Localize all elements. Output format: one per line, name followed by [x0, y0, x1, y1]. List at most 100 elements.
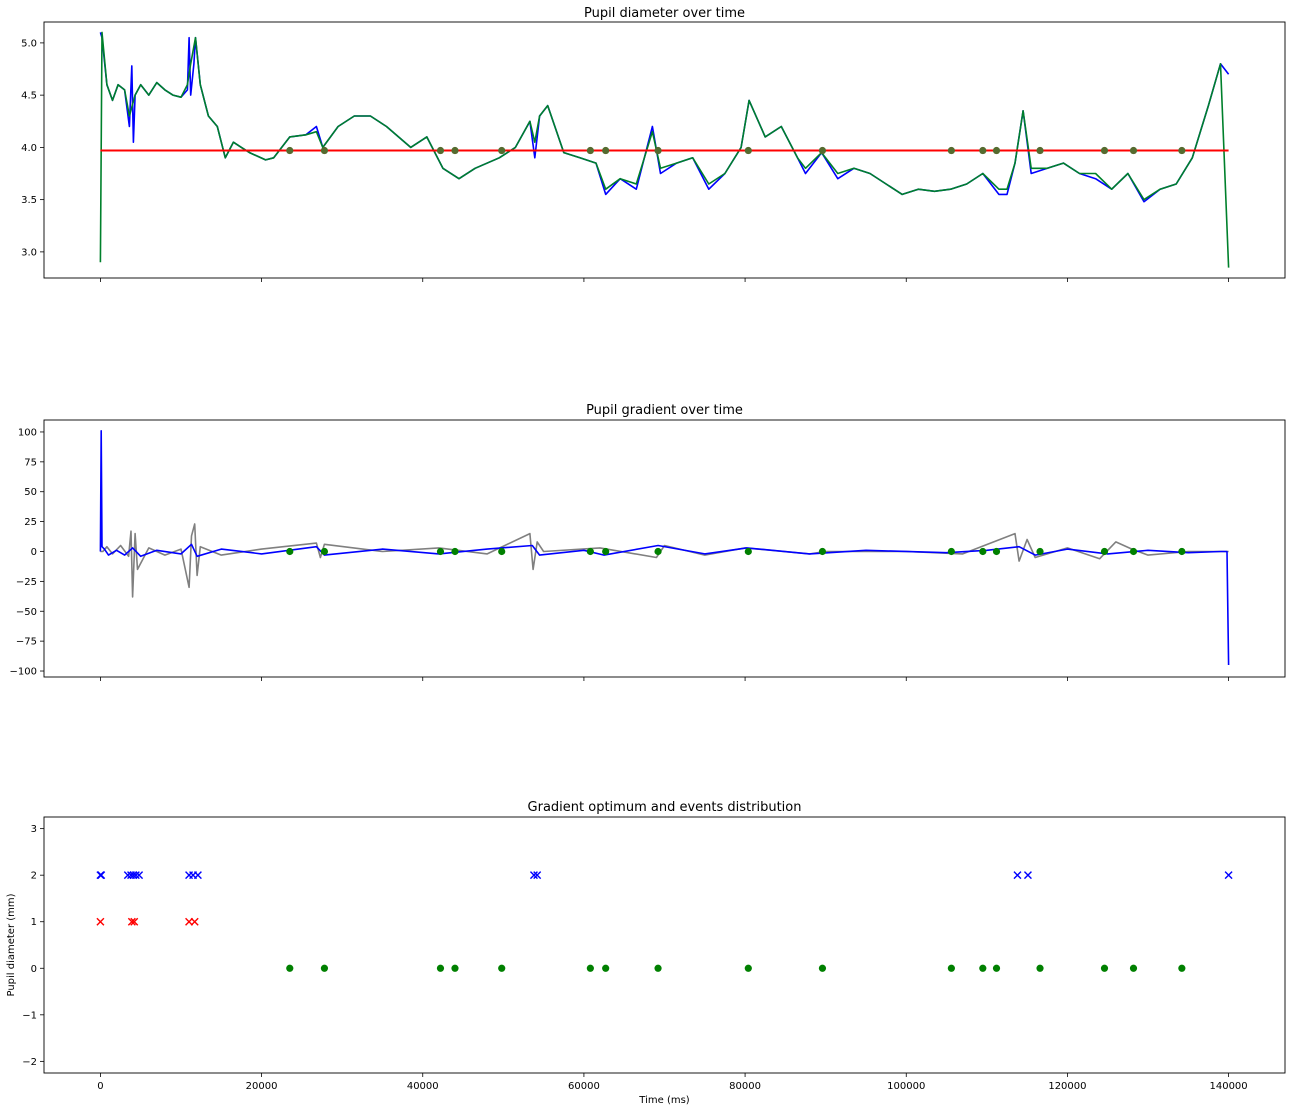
- x-marker-point: [1224, 871, 1233, 880]
- x-marker-point: [97, 871, 106, 880]
- panel-3-plot-area: [96, 871, 1233, 972]
- circle-marker-point: [654, 964, 662, 972]
- x-tick-label: 120000: [1048, 1081, 1086, 1092]
- y-tick-label: 3.0: [21, 247, 37, 258]
- panel-1-plot-area: [99, 31, 1230, 268]
- x-marker-point: [130, 917, 139, 926]
- event-marker: [992, 146, 1001, 155]
- event-marker: [1178, 547, 1186, 556]
- x-marker-point: [533, 871, 542, 880]
- x-marker-point: [529, 871, 538, 880]
- series-line-smoothed-gradient: [99, 429, 1230, 666]
- event-marker: [436, 547, 445, 556]
- panel-3-x-axis-label: Time (ms): [638, 1095, 690, 1106]
- circle-marker-point: [1036, 964, 1044, 972]
- x-marker-point: [96, 917, 105, 926]
- y-tick-label: −25: [16, 577, 37, 588]
- x-marker-point: [131, 871, 140, 880]
- circle-marker-point: [286, 964, 294, 972]
- x-tick-label: 60000: [568, 1081, 600, 1092]
- event-marker: [818, 547, 827, 556]
- circle-marker-point: [586, 964, 594, 972]
- y-tick-label: 0: [31, 964, 37, 975]
- x-marker-point: [193, 871, 202, 880]
- event-marker: [586, 146, 594, 155]
- circle-marker-point: [451, 964, 459, 972]
- y-tick-label: 1: [31, 917, 37, 928]
- event-marker: [451, 146, 459, 155]
- circle-marker-point: [947, 964, 955, 972]
- y-tick-label: 5.0: [21, 38, 37, 49]
- event-marker: [602, 146, 610, 155]
- series-line-raw-gradient: [100, 523, 1229, 598]
- event-marker: [654, 547, 662, 556]
- circle-marker-point: [818, 964, 827, 972]
- x-marker-point: [135, 871, 144, 880]
- y-tick-label: 2: [31, 871, 37, 882]
- x-tick-label: 140000: [1209, 1081, 1247, 1092]
- event-marker: [1036, 547, 1044, 556]
- x-tick-label: 0: [97, 1081, 103, 1092]
- panel-pupil-gradient: Pupil gradient over time −100 −75 −50 −25 0 2…: [10, 403, 1286, 681]
- x-tick-label: 80000: [729, 1081, 761, 1092]
- panel-events-distribution: Gradient optimum and events distribution…: [6, 800, 1286, 1106]
- y-tick-label: −100: [10, 667, 37, 678]
- event-marker: [744, 146, 752, 155]
- x-tick-label: 20000: [246, 1081, 278, 1092]
- x-tick-label: 40000: [407, 1081, 439, 1092]
- y-tick-label: −75: [16, 637, 37, 648]
- circle-marker-point: [992, 964, 1001, 972]
- circle-marker-point: [602, 964, 610, 972]
- event-marker: [451, 547, 459, 556]
- series-line-raw: [99, 32, 1230, 203]
- panel-3-frame: [43, 816, 1286, 1074]
- y-tick-label: 25: [24, 517, 37, 528]
- event-marker: [1036, 146, 1044, 155]
- x-marker-point: [190, 917, 199, 926]
- y-tick-label: 0: [31, 547, 37, 558]
- panel-3-title: Gradient optimum and events distribution: [528, 800, 802, 815]
- event-marker: [818, 146, 827, 155]
- event-marker: [744, 547, 752, 556]
- event-marker: [436, 146, 445, 155]
- y-tick-label: 100: [18, 427, 37, 438]
- circle-marker-point: [979, 964, 987, 972]
- panel-2-plot-area: [99, 429, 1230, 666]
- series-line-smoothed: [99, 31, 1230, 268]
- y-tick-label: −2: [22, 1057, 37, 1068]
- event-marker: [979, 547, 987, 556]
- event-marker: [320, 547, 329, 556]
- event-marker: [1100, 547, 1109, 556]
- circle-marker-point: [744, 964, 752, 972]
- circle-marker-point: [498, 964, 506, 972]
- y-tick-label: 4.5: [21, 91, 37, 102]
- x-marker-point: [1013, 871, 1022, 880]
- event-marker: [1129, 547, 1138, 556]
- event-marker: [992, 547, 1001, 556]
- circle-marker-point: [436, 964, 445, 972]
- circle-marker-point: [1129, 964, 1138, 972]
- y-tick-label: −1: [22, 1010, 37, 1021]
- event-marker: [1178, 146, 1186, 155]
- event-marker: [602, 547, 610, 556]
- event-marker: [498, 547, 506, 556]
- event-marker: [498, 146, 506, 155]
- y-tick-label: 50: [24, 487, 37, 498]
- event-marker: [947, 547, 955, 556]
- event-marker: [286, 146, 294, 155]
- panel-2-title: Pupil gradient over time: [586, 403, 743, 418]
- y-tick-label: 3.5: [21, 195, 37, 206]
- y-tick-label: −50: [16, 607, 37, 618]
- y-tick-label: 3: [31, 824, 37, 835]
- x-marker-point: [127, 917, 136, 926]
- event-marker: [286, 547, 294, 556]
- y-tick-label: 4.0: [21, 143, 37, 154]
- panel-2-frame: [43, 419, 1286, 678]
- event-marker: [586, 547, 594, 556]
- y-tick-label: 75: [24, 457, 37, 468]
- circle-marker-point: [320, 964, 329, 972]
- event-marker: [1129, 146, 1138, 155]
- x-tick-label: 100000: [887, 1081, 925, 1092]
- panel-pupil-diameter: Pupil diameter over time 3.0 3.5 4.0 4.5 5.0: [21, 6, 1286, 282]
